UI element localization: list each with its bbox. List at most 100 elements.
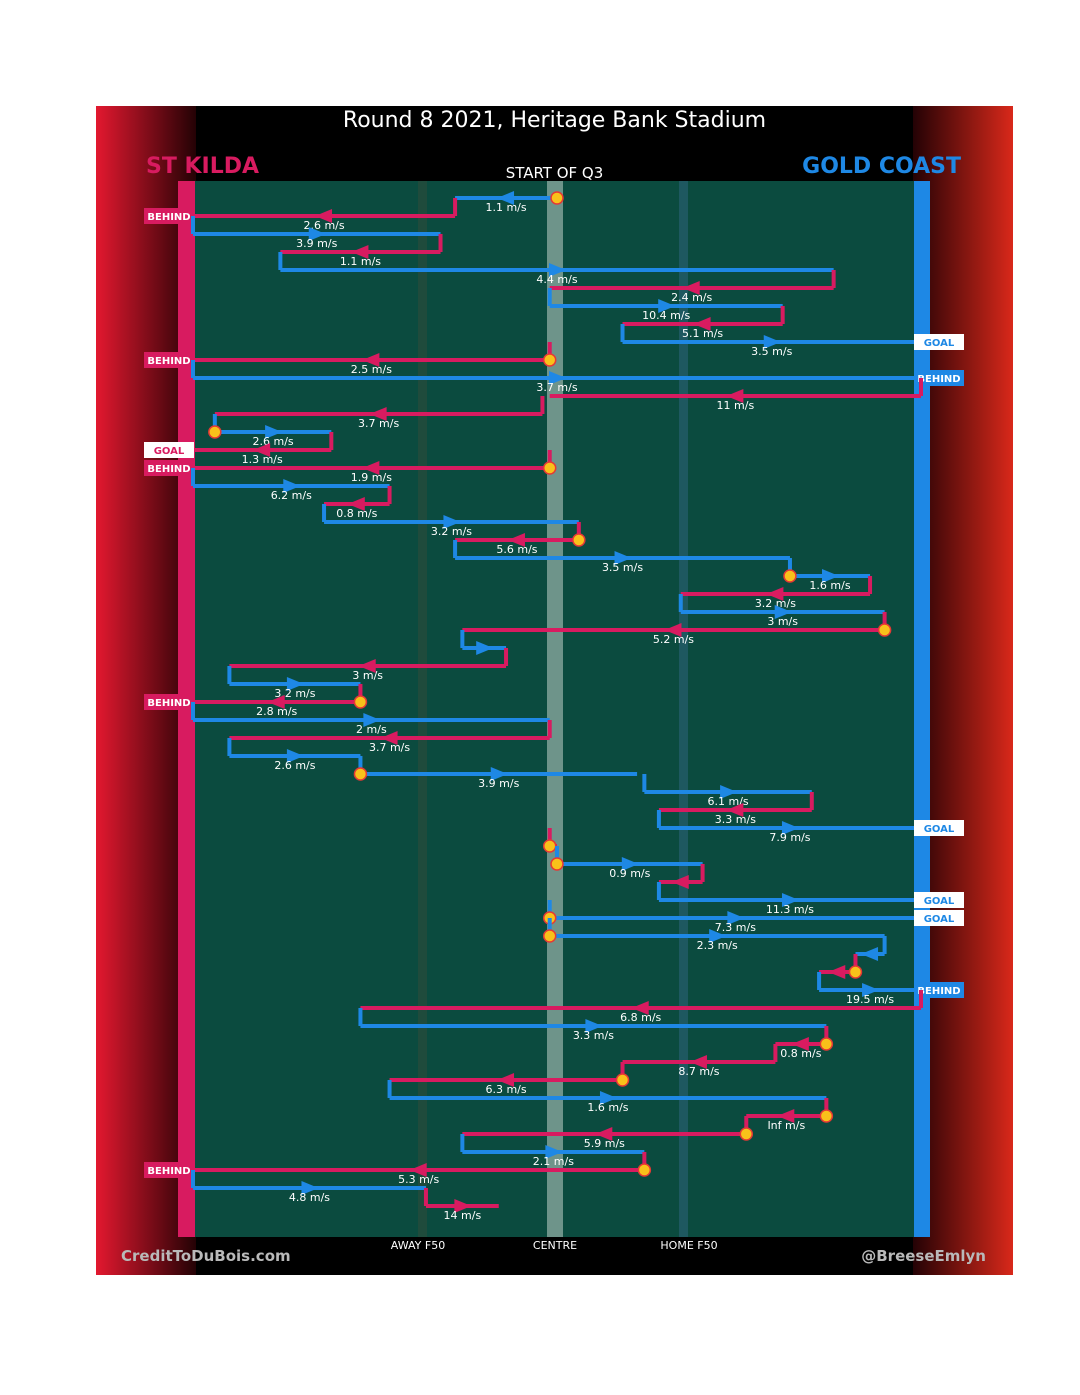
score-badge-label: BEHIND [147,464,190,475]
speed-label: 0.8 m/s [336,507,377,520]
speed-label: 6.2 m/s [271,489,312,502]
ball-up-marker [542,929,557,943]
speed-label: 3.3 m/s [573,1029,614,1042]
direction-arrow [720,785,738,799]
period-label: START OF Q3 [505,164,604,182]
speed-label: 2.4 m/s [671,291,712,304]
direction-arrow [497,1073,515,1087]
speed-label: 2.6 m/s [253,435,294,448]
speed-label: 2.6 m/s [303,219,344,232]
ball-up-marker [542,353,557,367]
speed-label: 3.2 m/s [431,525,472,538]
chart-poster: 1.1 m/s 2.6 m/s BEHIND 3.9 m/s 1.1 m/s 4.4 m/… [96,106,1013,1275]
direction-arrow [380,731,398,745]
direction-arrow [507,533,525,547]
speed-label: 5.6 m/s [496,543,537,556]
speed-label: 3.3 m/s [715,813,756,826]
credit-left: CreditToDuBois.com [121,1247,291,1265]
direction-arrow [726,803,744,817]
direction-arrow [409,1163,427,1177]
score-badge-label: BEHIND [917,374,960,385]
direction-arrow [614,551,632,565]
ball-up-marker [819,1109,834,1123]
direction-arrow [595,1127,613,1141]
axis-label-centre: CENTRE [532,1239,578,1252]
axis-label-away-f50: AWAY F50 [390,1239,446,1252]
direction-arrow [369,407,387,421]
score-badge [914,892,964,908]
direction-arrow [682,281,700,295]
team-right-label: GOLD COAST [802,154,961,179]
direction-arrow [490,767,508,781]
speed-label: 1.6 m/s [809,579,850,592]
score-badge [914,820,964,836]
speed-label: 0.9 m/s [609,867,650,880]
direction-arrow [549,263,566,277]
direction-arrow [315,209,333,223]
ball-up-marker [353,767,368,781]
direction-arrow [822,569,839,583]
direction-arrow [828,965,846,979]
direction-arrow [476,641,494,655]
speed-label: 1.1 m/s [340,255,381,268]
score-badge [144,352,194,368]
speed-label: Inf m/s [767,1119,805,1132]
speed-label: 7.3 m/s [715,921,756,934]
speed-label: 11.3 m/s [766,903,814,916]
centre-line [547,181,563,1237]
score-badge [914,370,964,386]
score-badge-label: BEHIND [147,698,190,709]
score-badge-label: GOAL [924,914,955,925]
ball-up-marker [783,569,797,583]
direction-arrow [253,443,271,457]
score-badge [144,442,194,458]
speed-label: 7.9 m/s [769,831,810,844]
ball-up-marker [208,425,222,439]
direction-arrow [599,1091,617,1105]
speed-label: 1.9 m/s [351,471,392,484]
direction-arrow [689,1055,707,1069]
speed-label: 1.6 m/s [587,1101,628,1114]
direction-arrow [862,983,880,997]
direction-arrow [454,1199,472,1213]
direction-arrow [283,479,301,493]
speed-label: 6.8 m/s [620,1011,661,1024]
speed-label: 3.7 m/s [369,741,410,754]
direction-arrow [861,947,879,961]
score-badge-label: GOAL [924,338,955,349]
score-badge [144,460,194,476]
direction-arrow [709,929,727,943]
ball-up-marker [550,857,564,871]
speed-label: 3 m/s [352,669,383,682]
ball-up-marker [637,1163,652,1177]
ball-up-marker [877,623,892,637]
speed-label: 2.1 m/s [533,1155,574,1168]
direction-arrow [763,335,781,349]
speed-label: 3.5 m/s [751,345,792,358]
speed-label: 10.4 m/s [642,309,690,322]
speed-label: 2.6 m/s [274,759,315,772]
score-badge [144,694,194,710]
speed-label: 2.3 m/s [697,939,738,952]
direction-arrow [265,425,283,439]
ball-up-marker [615,1073,630,1087]
direction-arrow [363,713,381,727]
score-badge-label: BEHIND [147,1166,190,1177]
direction-arrow [308,227,326,241]
direction-arrow [726,389,744,403]
direction-arrow [351,245,369,259]
speed-label: 3.9 m/s [296,237,337,250]
gold-coast-goal-line [914,181,930,1237]
away-f50-line [418,181,427,1237]
direction-arrow [443,515,461,529]
ball-up-marker [353,695,368,709]
speed-label: 1.1 m/s [485,201,526,214]
score-badge-label: BEHIND [147,356,190,367]
direction-arrow [664,623,682,637]
direction-arrow [347,497,365,511]
speed-label: 2.8 m/s [256,705,297,718]
direction-arrow [781,893,799,907]
score-badge-label: BEHIND [147,212,190,223]
axis-label-home-f50: HOME F50 [660,1239,718,1252]
